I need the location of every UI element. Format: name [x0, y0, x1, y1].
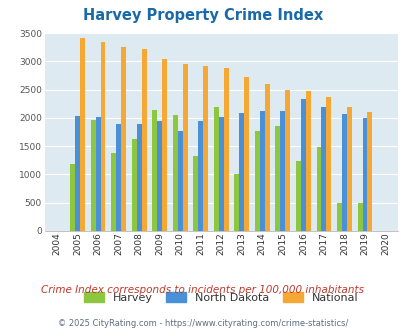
Bar	[111, 153, 116, 231]
Bar	[152, 110, 157, 231]
Bar	[357, 203, 362, 231]
Bar	[182, 64, 187, 231]
Bar	[346, 107, 351, 231]
Bar	[326, 97, 330, 231]
Bar	[316, 147, 321, 231]
Bar	[202, 66, 208, 231]
Bar	[336, 203, 341, 231]
Bar	[362, 118, 367, 231]
Bar	[193, 156, 198, 231]
Bar	[264, 84, 269, 231]
Text: Harvey Property Crime Index: Harvey Property Crime Index	[83, 8, 322, 23]
Bar	[321, 107, 326, 231]
Bar	[95, 117, 100, 231]
Bar	[162, 59, 166, 231]
Bar	[100, 42, 105, 231]
Bar	[80, 38, 85, 231]
Bar	[223, 68, 228, 231]
Bar	[280, 111, 285, 231]
Bar	[259, 111, 264, 231]
Bar	[285, 89, 290, 231]
Bar	[198, 121, 202, 231]
Bar	[305, 91, 310, 231]
Bar	[121, 47, 126, 231]
Bar	[116, 123, 121, 231]
Bar	[157, 121, 162, 231]
Text: © 2025 CityRating.com - https://www.cityrating.com/crime-statistics/: © 2025 CityRating.com - https://www.city…	[58, 319, 347, 328]
Bar	[177, 131, 182, 231]
Bar	[218, 117, 223, 231]
Bar	[234, 174, 239, 231]
Text: Crime Index corresponds to incidents per 100,000 inhabitants: Crime Index corresponds to incidents per…	[41, 285, 364, 295]
Bar	[239, 113, 244, 231]
Bar	[213, 107, 218, 231]
Bar	[136, 123, 141, 231]
Bar	[244, 77, 249, 231]
Legend: Harvey, North Dakota, National: Harvey, North Dakota, National	[84, 292, 358, 303]
Bar	[275, 126, 280, 231]
Bar	[90, 119, 95, 231]
Bar	[295, 161, 300, 231]
Bar	[131, 139, 136, 231]
Bar	[173, 115, 177, 231]
Bar	[141, 50, 146, 231]
Bar	[70, 164, 75, 231]
Bar	[254, 131, 259, 231]
Bar	[75, 115, 80, 231]
Bar	[341, 115, 346, 231]
Bar	[300, 99, 305, 231]
Bar	[367, 112, 371, 231]
